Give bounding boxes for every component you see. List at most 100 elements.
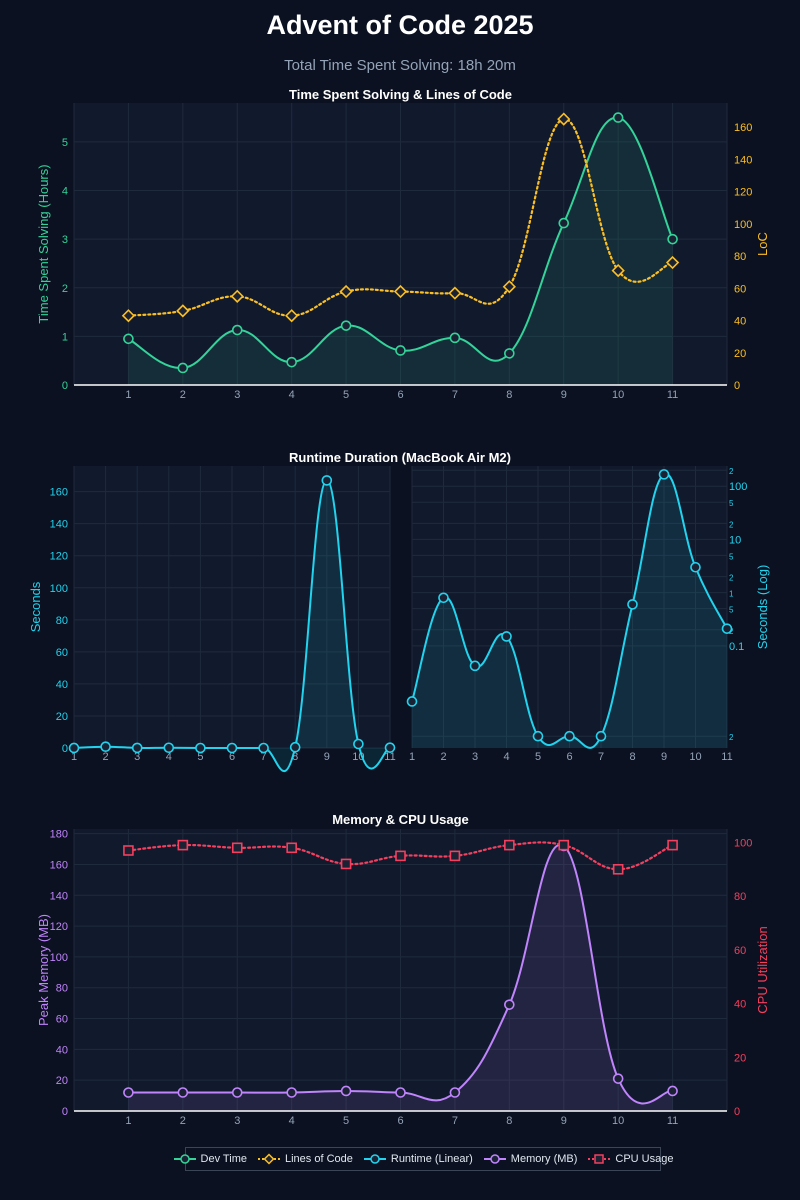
y-tick-label: 160	[50, 859, 68, 871]
legend-item-cpu: CPU Usage	[587, 1153, 673, 1165]
data-point-memory	[504, 999, 515, 1010]
x-tick-label: 5	[535, 751, 541, 763]
data-point-memory	[231, 1087, 243, 1098]
y2-tick-label: 60	[734, 283, 746, 295]
chart-time-loc: Time Spent Solving & Lines of Code 0 1 2 3 4 5…	[36, 87, 770, 401]
y-tick-label: 3	[62, 234, 68, 246]
legend-label: Memory (MB)	[510, 1153, 578, 1165]
y-axis-label: Seconds	[28, 581, 43, 632]
y-tick-label: 2	[62, 283, 68, 295]
y-tick-label: 80	[56, 615, 68, 627]
data-point-runtime	[532, 730, 544, 742]
y-tick-label: 0	[62, 743, 68, 755]
y2-tick-label: 100	[734, 219, 752, 231]
y2-tick-label: 80	[734, 891, 746, 903]
data-point-loc	[502, 280, 516, 294]
data-point-cpu	[395, 850, 406, 862]
y-tick-label: 5	[62, 137, 68, 149]
y-tick-label: 60	[56, 1014, 68, 1026]
data-point-dev	[449, 332, 461, 344]
data-point-runtime	[658, 469, 670, 480]
x-tick-label: 6	[397, 1115, 403, 1127]
legend-item-memory: Memory (MB)	[483, 1153, 578, 1165]
x-tick-label: 1	[409, 751, 415, 763]
data-point-runtime	[195, 742, 206, 754]
y2-tick-label: 100	[734, 837, 752, 849]
series-line-dev	[127, 116, 674, 369]
y2-tick-label: 40	[734, 316, 746, 328]
data-point-runtime	[100, 741, 111, 753]
data-point-loc	[176, 304, 190, 318]
data-point-memory	[340, 1085, 352, 1097]
x-tick-label: 7	[598, 751, 604, 763]
data-point-memory	[612, 1073, 624, 1084]
data-point-dev	[504, 348, 515, 359]
x-tick-label: 9	[561, 389, 567, 401]
x-tick-label: 2	[180, 1115, 186, 1127]
data-point-runtime	[289, 741, 301, 753]
data-point-runtime	[353, 738, 364, 750]
legend-label: CPU Usage	[615, 1153, 674, 1165]
x-tick-label: 4	[289, 1115, 295, 1127]
data-point-runtime	[131, 742, 143, 754]
data-point-dev	[177, 362, 189, 374]
data-point-loc	[121, 309, 136, 323]
x-tick-label: 10	[612, 1115, 624, 1127]
x-tick-label: 3	[134, 751, 140, 763]
data-point-dev	[558, 217, 570, 229]
data-point-dev	[612, 112, 624, 123]
y-tick-label: 2	[729, 467, 734, 476]
y-tick-label: 20	[56, 1075, 68, 1087]
data-point-dev	[395, 345, 406, 356]
chart-title: Memory & CPU Usage	[332, 812, 469, 827]
legend-item-dev: Dev Time	[173, 1153, 247, 1165]
x-tick-label: 5	[197, 751, 203, 763]
chart-title: Runtime Duration (MacBook Air M2)	[289, 450, 511, 465]
data-point-cpu	[449, 850, 461, 862]
y-tick-label: 1	[729, 590, 734, 599]
data-point-dev	[231, 324, 243, 336]
y2-tick-label: 60	[734, 945, 746, 957]
data-point-runtime	[469, 660, 481, 672]
series-area-memory	[128, 844, 673, 1111]
x-tick-label: 2	[103, 751, 109, 763]
y-tick-label: 0.1	[729, 641, 744, 653]
data-point-loc	[611, 263, 625, 278]
x-tick-label: 2	[440, 751, 446, 763]
y-tick-label: 100	[50, 583, 68, 595]
data-point-dev	[340, 320, 352, 331]
y-tick-label: 120	[50, 551, 68, 563]
y2-tick-label: 0	[734, 380, 740, 392]
x-tick-label: 4	[503, 751, 509, 763]
data-point-loc	[665, 255, 680, 270]
chart-memory-cpu: Memory & CPU Usage0204060801001201401601…	[36, 812, 770, 1127]
legend-swatch-marker	[263, 1153, 275, 1165]
data-point-loc	[230, 289, 244, 304]
x-tick-label: 10	[612, 389, 624, 401]
y-tick-label: 2	[729, 520, 734, 529]
data-point-loc	[285, 309, 299, 323]
y2-tick-label: 120	[734, 187, 752, 199]
series-area-runtime	[74, 480, 390, 772]
data-point-memory	[395, 1087, 406, 1098]
y2-axis-label: LoC	[755, 232, 770, 256]
x-tick-label: 11	[667, 389, 678, 401]
y-tick-label: 5	[729, 552, 734, 561]
data-point-loc	[339, 284, 353, 299]
legend-swatch-marker	[370, 1154, 380, 1164]
x-tick-label: 5	[343, 389, 349, 401]
y2-tick-label: 80	[734, 251, 746, 263]
page-subtitle: Total Time Spent Solving: 18h 20m	[284, 57, 516, 74]
data-point-runtime	[721, 623, 733, 634]
data-point-runtime	[258, 742, 269, 754]
y-tick-label: 100	[729, 481, 747, 493]
x-tick-label: 7	[452, 1115, 458, 1127]
legend-swatch-marker	[594, 1154, 605, 1164]
y-tick-label: 140	[50, 519, 68, 531]
x-tick-label: 9	[661, 751, 667, 763]
x-tick-label: 3	[234, 389, 240, 401]
y2-tick-label: 140	[734, 154, 752, 166]
legend-label: Runtime (Linear)	[390, 1153, 473, 1165]
x-tick-label: 8	[629, 751, 635, 763]
